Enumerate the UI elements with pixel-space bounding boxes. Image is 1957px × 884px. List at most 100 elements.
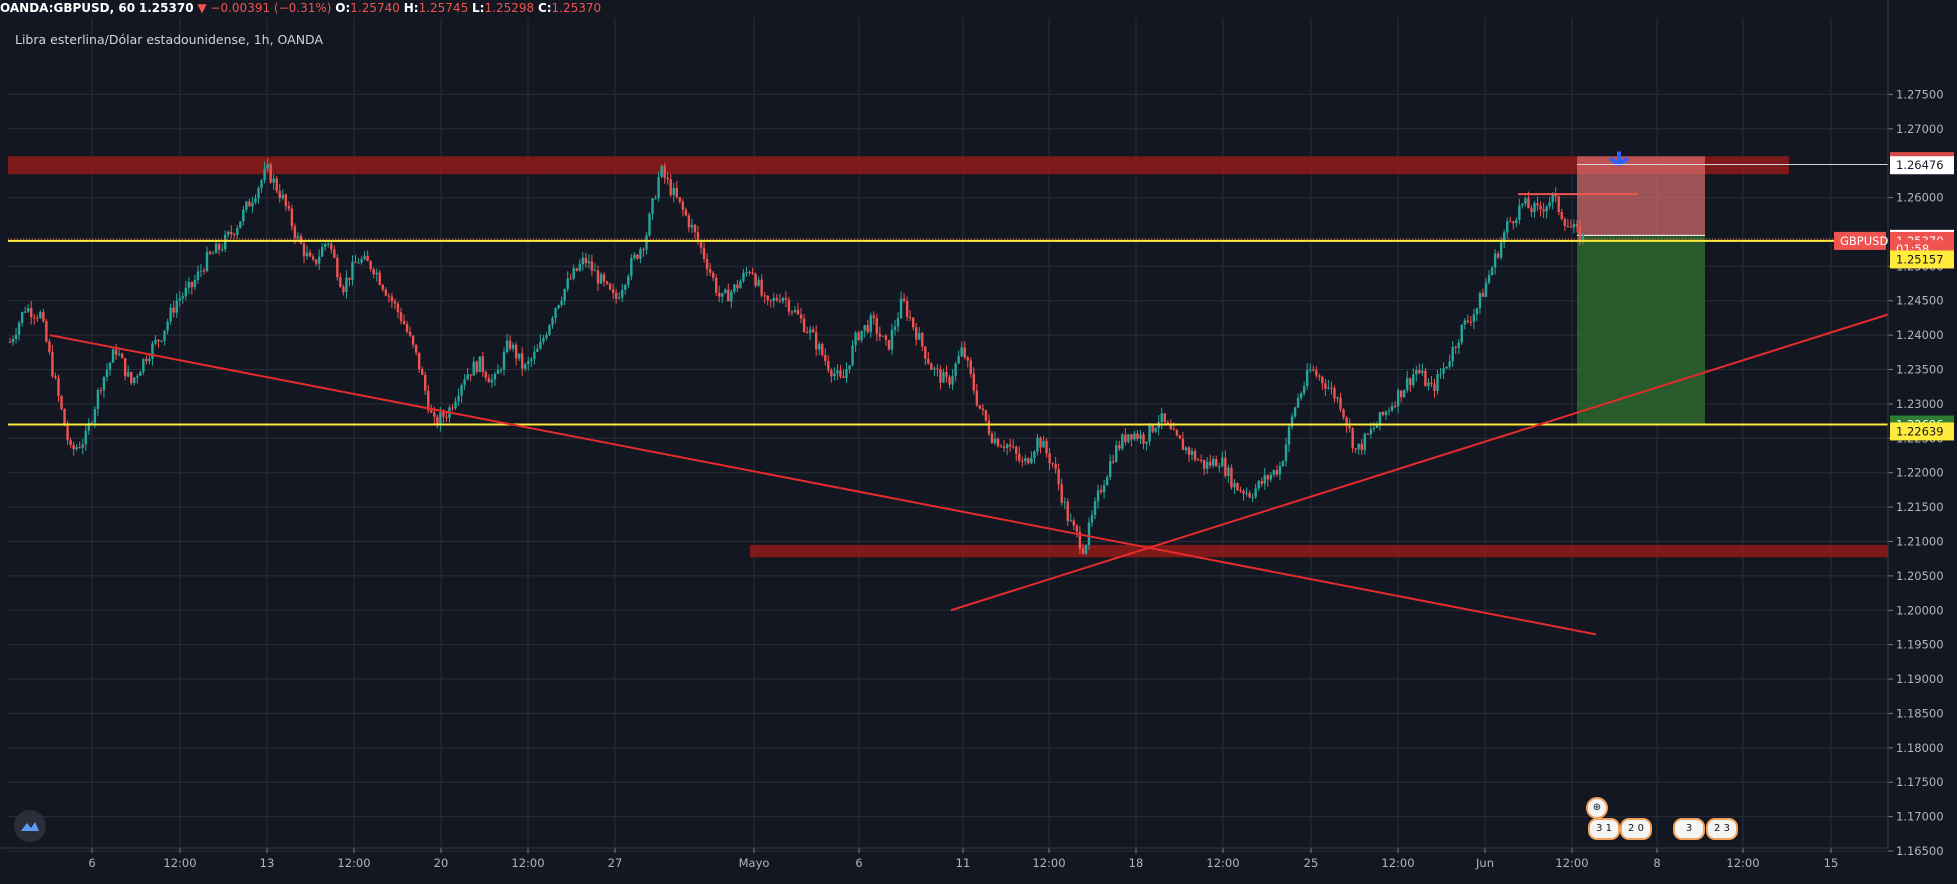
candle-body bbox=[893, 326, 897, 330]
candle-body bbox=[878, 333, 882, 337]
candle-body bbox=[581, 257, 585, 265]
candle-body bbox=[227, 231, 230, 235]
candle-body bbox=[414, 344, 418, 353]
price-axis[interactable]: 1.275001.270001.260001.250001.245001.240… bbox=[1887, 0, 1944, 858]
candle-body bbox=[718, 292, 721, 297]
candle-body bbox=[627, 276, 630, 285]
candle-body bbox=[1424, 370, 1427, 387]
candle-body bbox=[33, 317, 36, 319]
candle-body bbox=[1436, 374, 1439, 391]
candle-body bbox=[160, 340, 163, 342]
candle-body bbox=[666, 177, 669, 180]
candle-body bbox=[672, 187, 675, 195]
candle-body bbox=[1402, 390, 1406, 398]
candle-body bbox=[824, 355, 827, 362]
candle-body bbox=[211, 253, 215, 255]
candle-body bbox=[424, 374, 427, 391]
candle-body bbox=[1257, 481, 1260, 489]
candle-body bbox=[469, 374, 472, 376]
candle-body bbox=[999, 446, 1003, 448]
candle-body bbox=[1342, 409, 1345, 418]
candle-body bbox=[966, 357, 969, 361]
candle-body bbox=[611, 289, 615, 293]
candle-body bbox=[1509, 221, 1512, 223]
candle-body bbox=[1551, 193, 1554, 203]
candle-body bbox=[293, 226, 297, 238]
candle-body bbox=[1457, 342, 1460, 348]
candle-body bbox=[236, 228, 239, 235]
candle-body bbox=[1215, 459, 1218, 467]
time-tick-label: Jun bbox=[1475, 856, 1494, 870]
candle-body bbox=[630, 258, 633, 277]
candle-body bbox=[433, 412, 436, 417]
candle-body bbox=[1387, 410, 1391, 412]
candle-body bbox=[839, 370, 842, 377]
event-badge[interactable]: 2 0 bbox=[1620, 818, 1652, 840]
event-badge[interactable]: 2 3 bbox=[1706, 818, 1738, 840]
candle-body bbox=[233, 234, 236, 236]
candle-body bbox=[1015, 446, 1018, 454]
candle-body bbox=[75, 447, 78, 450]
candle-body bbox=[1442, 368, 1445, 374]
high-value: 1.25745 bbox=[418, 1, 469, 15]
candle-body bbox=[1515, 219, 1518, 224]
candle-body bbox=[451, 407, 454, 409]
candle-body bbox=[1530, 208, 1533, 212]
candle-body bbox=[114, 349, 118, 355]
candle-body bbox=[142, 358, 145, 372]
candle-body bbox=[1396, 390, 1400, 407]
candle-body bbox=[918, 332, 921, 340]
candle-body bbox=[1127, 434, 1130, 443]
position-tool[interactable] bbox=[1577, 151, 1705, 425]
candle-body bbox=[815, 332, 818, 350]
candle-body bbox=[1187, 447, 1191, 455]
time-tick-label: 12:00 bbox=[1032, 856, 1065, 870]
candle-body bbox=[1281, 461, 1285, 467]
candle-body bbox=[1351, 428, 1354, 449]
candle-body bbox=[884, 335, 888, 340]
candle-body bbox=[1542, 209, 1545, 212]
candle-body bbox=[1321, 376, 1324, 384]
uk-flag-icon[interactable]: ⊕ bbox=[1586, 797, 1608, 819]
candle-body bbox=[1348, 425, 1351, 429]
candle-body bbox=[351, 261, 354, 280]
candle-body bbox=[1081, 548, 1085, 554]
candle-body bbox=[996, 438, 1000, 447]
candle-body bbox=[105, 369, 109, 377]
lines-layer bbox=[8, 164, 1889, 636]
candle-body bbox=[1108, 461, 1112, 477]
candle-body bbox=[730, 291, 733, 302]
candle-body bbox=[366, 255, 369, 262]
candle-body bbox=[527, 360, 530, 365]
candle-body bbox=[1536, 203, 1539, 206]
tradingview-logo-icon[interactable] bbox=[14, 810, 46, 842]
symbol-name[interactable]: OANDA:GBPUSD, 60 bbox=[0, 1, 136, 15]
candle-body bbox=[1506, 221, 1509, 233]
candle-body bbox=[1099, 490, 1103, 493]
candle-body bbox=[436, 416, 439, 426]
candles-layer bbox=[8, 158, 1585, 556]
candle-body bbox=[733, 284, 736, 292]
candle-body bbox=[1363, 433, 1366, 451]
time-tick-label: 12:00 bbox=[337, 856, 370, 870]
candle-body bbox=[1527, 198, 1530, 209]
candle-body bbox=[696, 232, 700, 242]
event-badge[interactable]: 3 1 bbox=[1588, 818, 1620, 840]
candle-body bbox=[514, 344, 518, 359]
candle-body bbox=[1205, 461, 1209, 469]
candle-body bbox=[1166, 421, 1169, 425]
candle-body bbox=[96, 390, 100, 410]
candle-body bbox=[193, 280, 197, 288]
candle-body bbox=[1524, 198, 1527, 204]
price-tick-label: 1.17500 bbox=[1896, 775, 1944, 789]
time-axis[interactable]: 6 12:00 13 12:00 20 12:00 27 Mayo 6 11 12:00 18 12:0… bbox=[0, 847, 1888, 870]
candle-body bbox=[411, 335, 415, 345]
candle-body bbox=[1233, 482, 1236, 488]
event-badge[interactable]: 3 bbox=[1673, 818, 1705, 840]
time-tick-label: 8 bbox=[1653, 856, 1660, 870]
candle-body bbox=[317, 256, 321, 264]
candle-body bbox=[854, 332, 857, 346]
candle-body bbox=[605, 281, 609, 284]
candle-body bbox=[45, 321, 48, 342]
